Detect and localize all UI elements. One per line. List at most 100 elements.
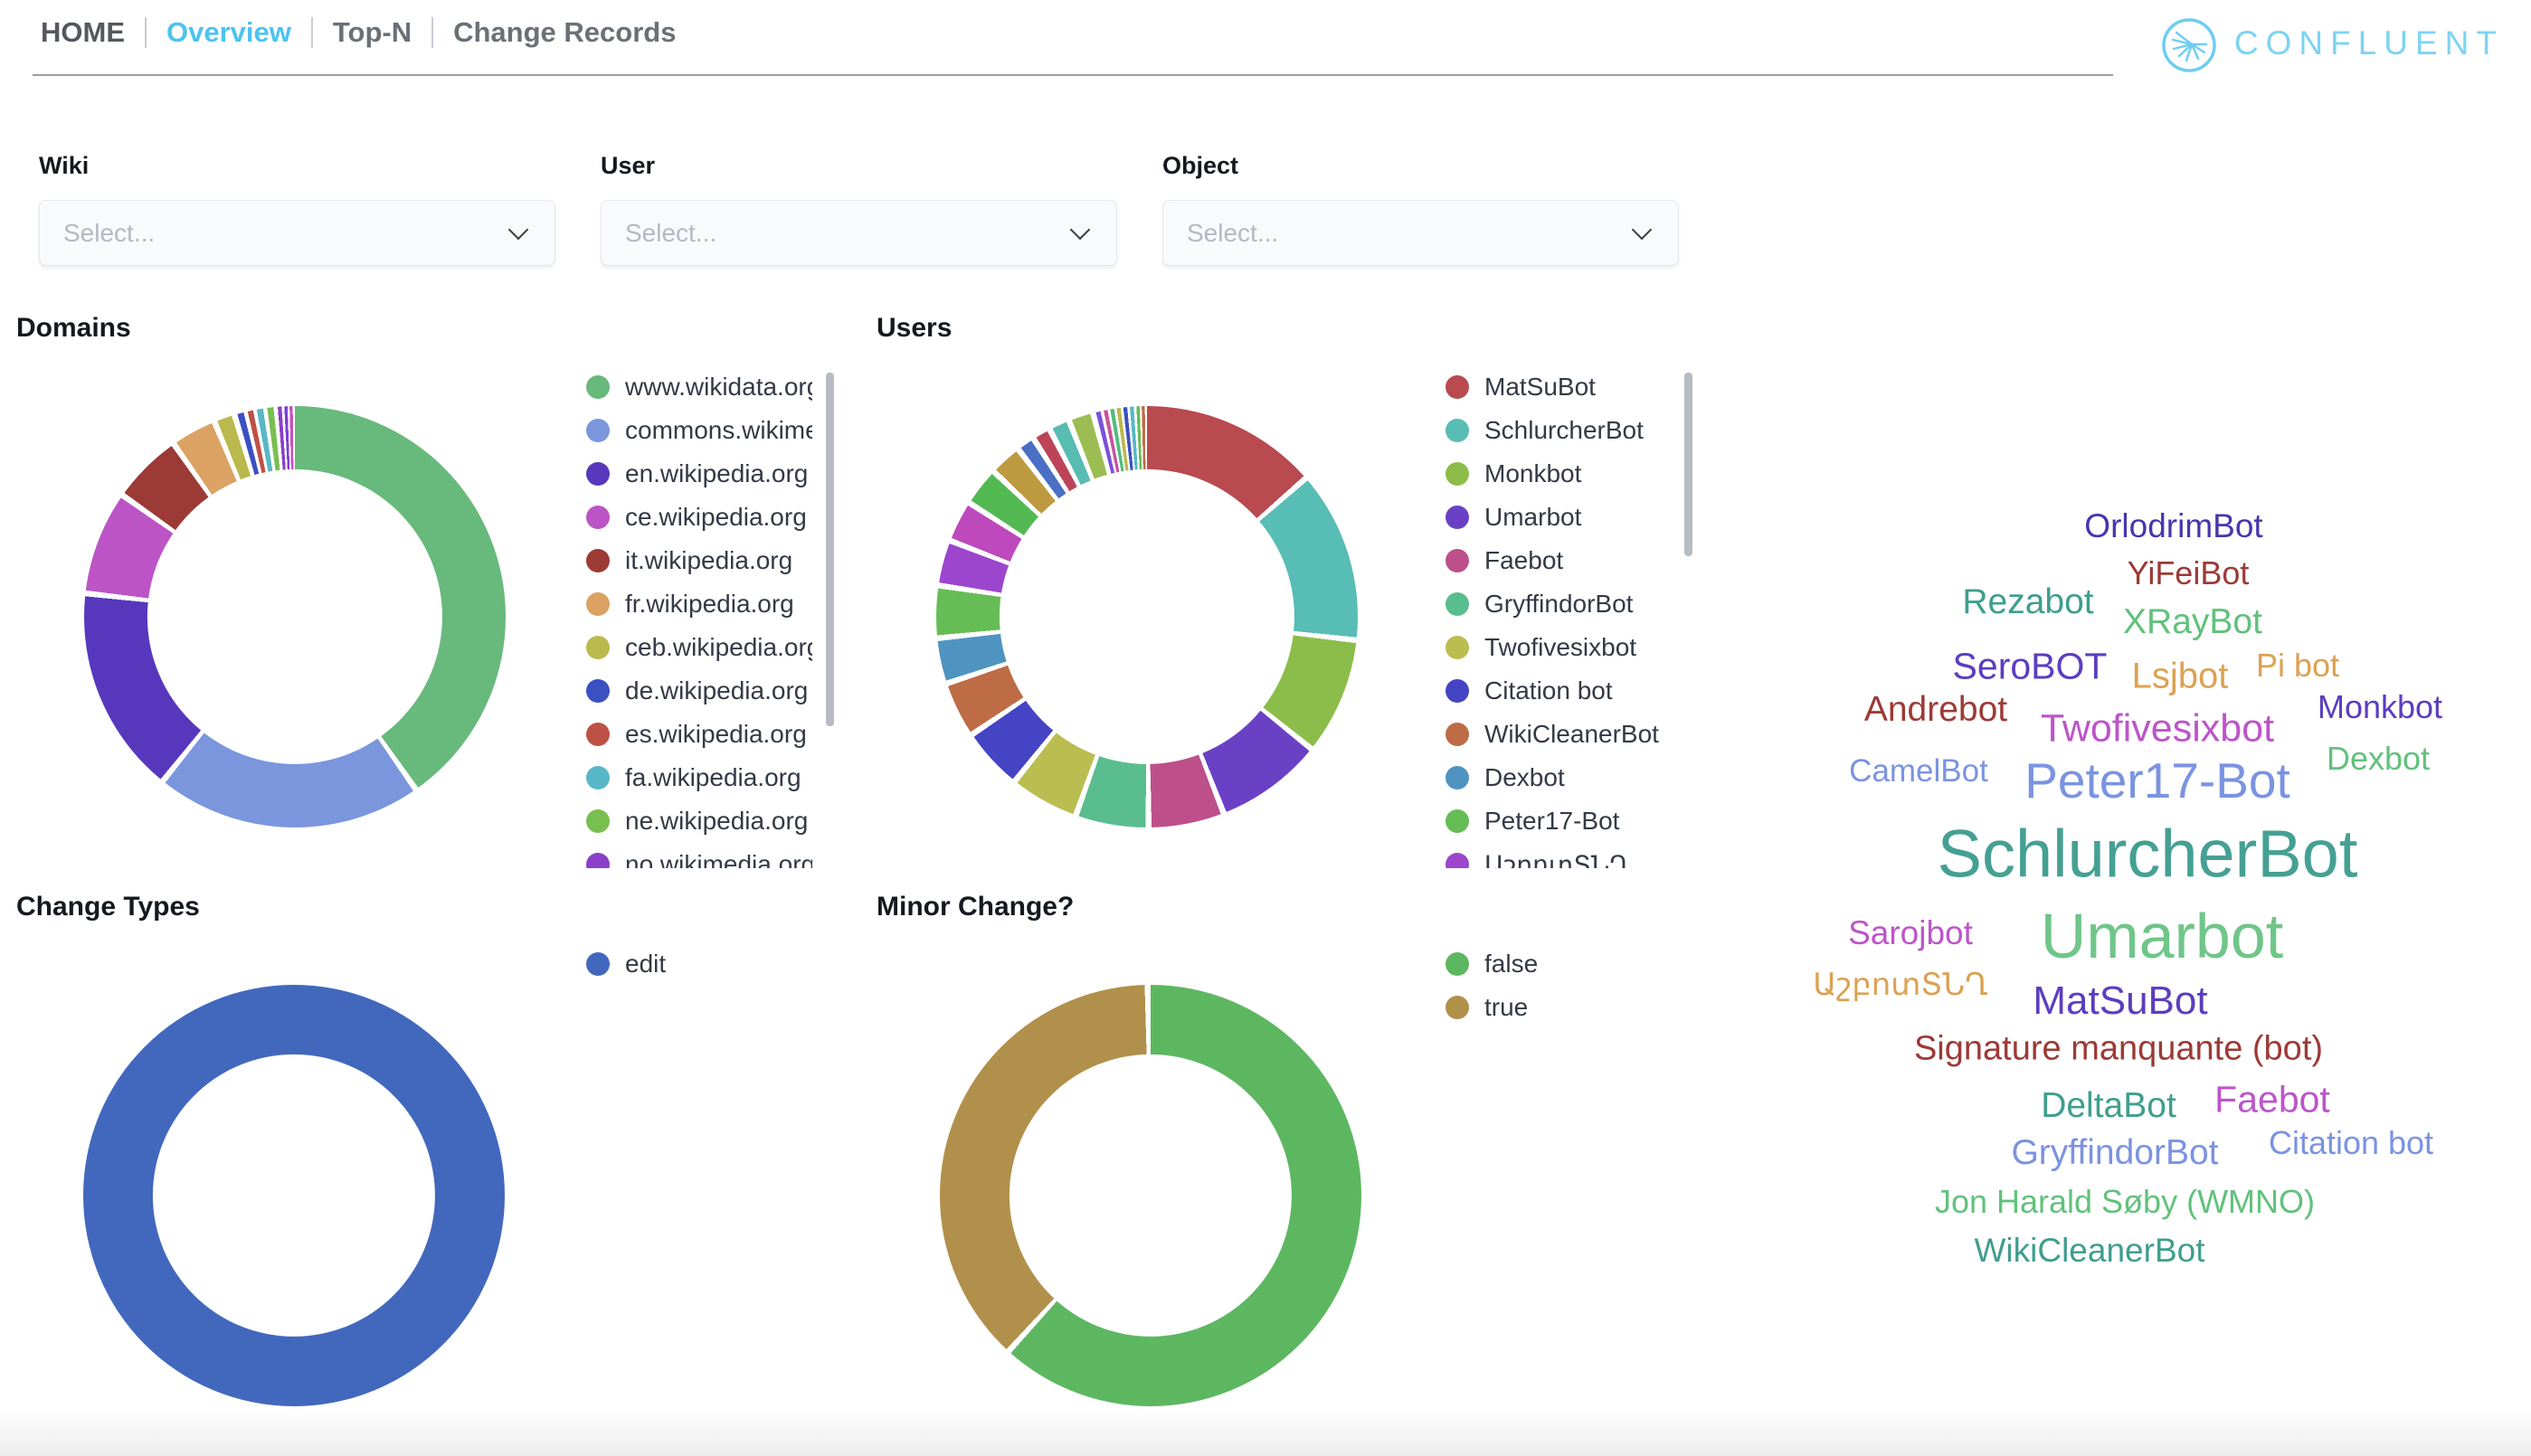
legend-scrollbar[interactable] [1684, 373, 1692, 556]
legend-item[interactable]: en.wikipedia.org [586, 452, 812, 496]
legend-item[interactable]: edit [586, 942, 812, 986]
legend-label: fa.wikipedia.org [625, 763, 801, 791]
legend-label: ce.wikipedia.org [625, 503, 807, 531]
wordcloud-word[interactable]: Citation bot [2268, 1124, 2434, 1161]
chevron-down-icon [1631, 219, 1653, 241]
bottom-scroll-shadow [0, 1409, 2531, 1456]
wordcloud-word[interactable]: YiFeiBot [2127, 554, 2250, 591]
legend-label: fr.wikipedia.org [625, 590, 794, 618]
legend-item[interactable]: ceb.wikipedia.org [586, 626, 812, 669]
legend-label: false [1484, 950, 1539, 978]
legend-item[interactable]: ce.wikipedia.org [586, 496, 812, 539]
nav-item-home[interactable]: HOME [41, 16, 125, 48]
wordcloud-word[interactable]: MatSuBot [2033, 979, 2208, 1023]
donut-hole [147, 468, 443, 765]
legend-item[interactable]: WikiCleanerBot [1446, 713, 1672, 756]
wordcloud-word[interactable]: CamelBot [1849, 753, 1988, 789]
legend-item[interactable]: Peter17-Bot [1446, 799, 1672, 843]
legend-label: Citation bot [1484, 676, 1613, 704]
legend-item[interactable]: ne.wikipedia.org [586, 799, 812, 843]
change-types-donut-chart[interactable] [83, 985, 505, 1406]
legend-dot-icon [1446, 462, 1469, 486]
nav-item-top-n[interactable]: Top-N [332, 16, 412, 48]
object-select-placeholder: Select... [1187, 219, 1279, 247]
wordcloud-word[interactable]: Sarojbot [1848, 914, 1973, 951]
nav-divider [145, 17, 147, 48]
top-nav: HOME Overview Top-N Change Records [41, 16, 676, 49]
wordcloud-word[interactable]: SeroBOT [1952, 645, 2108, 687]
wordcloud-word[interactable]: Dexbot [2326, 740, 2431, 777]
chevron-down-icon [507, 219, 529, 241]
legend-item[interactable]: Citation bot [1446, 669, 1672, 713]
legend-label: ceb.wikipedia.org [625, 633, 812, 661]
wordcloud-word[interactable]: WikiCleanerBot [1974, 1232, 2205, 1269]
legend-label: SchlurcherBot [1484, 416, 1644, 444]
wordcloud-word[interactable]: Pi bot [2255, 647, 2340, 684]
legend-item[interactable]: no.wikimedia.org [586, 843, 812, 868]
legend-label: www.wikidata.org [625, 373, 812, 401]
legend-item[interactable]: Dexbot [1446, 756, 1672, 799]
wordcloud-word[interactable]: Monkbot [2317, 688, 2443, 725]
nav-item-overview[interactable]: Overview [166, 16, 291, 48]
nav-item-change-records[interactable]: Change Records [453, 16, 677, 48]
minor-change-donut-chart[interactable] [940, 985, 1361, 1406]
wordcloud-word[interactable]: Twofivesixbot [2040, 706, 2275, 751]
object-select[interactable]: Select... [1162, 200, 1679, 266]
wordcloud-word[interactable]: XRayBot [2123, 602, 2262, 641]
legend-item[interactable]: MatSuBot [1446, 365, 1672, 409]
legend-item[interactable]: fr.wikipedia.org [586, 582, 812, 626]
wordcloud-word[interactable]: ԱշբոտՏՆՂ [1813, 968, 1988, 1002]
wordcloud-word[interactable]: GryffindorBot [2011, 1133, 2219, 1172]
wordcloud-word[interactable]: Rezabot [1962, 582, 2094, 621]
wordcloud-word[interactable]: OrlodrimBot [2084, 507, 2263, 544]
wordcloud-word[interactable]: Umarbot [2040, 901, 2284, 971]
wordcloud-word[interactable]: SchlurcherBot [1937, 816, 2358, 892]
legend-item[interactable]: es.wikipedia.org [586, 713, 812, 756]
legend-scrollbar[interactable] [826, 373, 834, 726]
legend-item[interactable]: Twofivesixbot [1446, 626, 1672, 669]
legend-dot-icon [1446, 506, 1469, 529]
user-select[interactable]: Select... [601, 200, 1117, 266]
legend-dot-icon [586, 679, 610, 703]
wordcloud-word[interactable]: Lsjbot [2131, 656, 2229, 696]
wordcloud-word[interactable]: Signature manquante (bot) [1913, 1029, 2324, 1068]
legend-item[interactable]: Monkbot [1446, 452, 1672, 496]
wordcloud-word[interactable]: Peter17-Bot [2024, 752, 2290, 808]
legend-label: no.wikimedia.org [625, 850, 812, 868]
legend-item[interactable]: commons.wikime... [586, 409, 812, 452]
wordcloud-word[interactable]: DeltaBot [2041, 1086, 2176, 1125]
legend-label: true [1484, 993, 1529, 1021]
nav-divider [431, 17, 434, 48]
wiki-select[interactable]: Select... [39, 200, 555, 266]
legend-item[interactable]: true [1446, 986, 1672, 1029]
legend-item[interactable]: GryffindorBot [1446, 582, 1672, 626]
legend-label: MatSuBot [1484, 373, 1596, 401]
wordcloud-word[interactable]: Andrebot [1863, 690, 2008, 729]
filter-label-object: Object [1162, 152, 1239, 179]
legend-dot-icon [586, 506, 610, 529]
legend-label: commons.wikime... [625, 416, 812, 444]
confluent-logo[interactable]: CONFLUENT [2158, 13, 2504, 74]
legend-item[interactable]: SchlurcherBot [1446, 409, 1672, 452]
legend-item[interactable]: www.wikidata.org [586, 365, 812, 409]
section-title-change-types: Change Types [16, 892, 200, 922]
legend-item[interactable]: it.wikipedia.org [586, 539, 812, 582]
users-donut-chart[interactable] [936, 406, 1358, 827]
legend-item[interactable]: de.wikipedia.org [586, 669, 812, 713]
wordcloud-word[interactable]: Faebot [2214, 1078, 2330, 1120]
legend-dot-icon [1446, 549, 1469, 572]
minor-change-legend: false true [1446, 942, 1672, 1029]
legend-dot-icon [586, 375, 610, 399]
wordcloud-word[interactable]: Jon Harald Søby (WMNO) [1934, 1183, 2316, 1220]
section-title-users: Users [877, 313, 953, 343]
legend-item[interactable]: Faebot [1446, 539, 1672, 582]
filter-label-user: User [601, 152, 656, 179]
legend-item[interactable]: Umarbot [1446, 496, 1672, 539]
wiki-select-placeholder: Select... [63, 219, 156, 247]
legend-item[interactable]: fa.wikipedia.org [586, 756, 812, 799]
legend-item[interactable]: false [1446, 942, 1672, 986]
legend-item[interactable]: ԱշբոտՏՆՂ [1446, 843, 1672, 868]
domains-donut-chart[interactable] [84, 406, 506, 827]
